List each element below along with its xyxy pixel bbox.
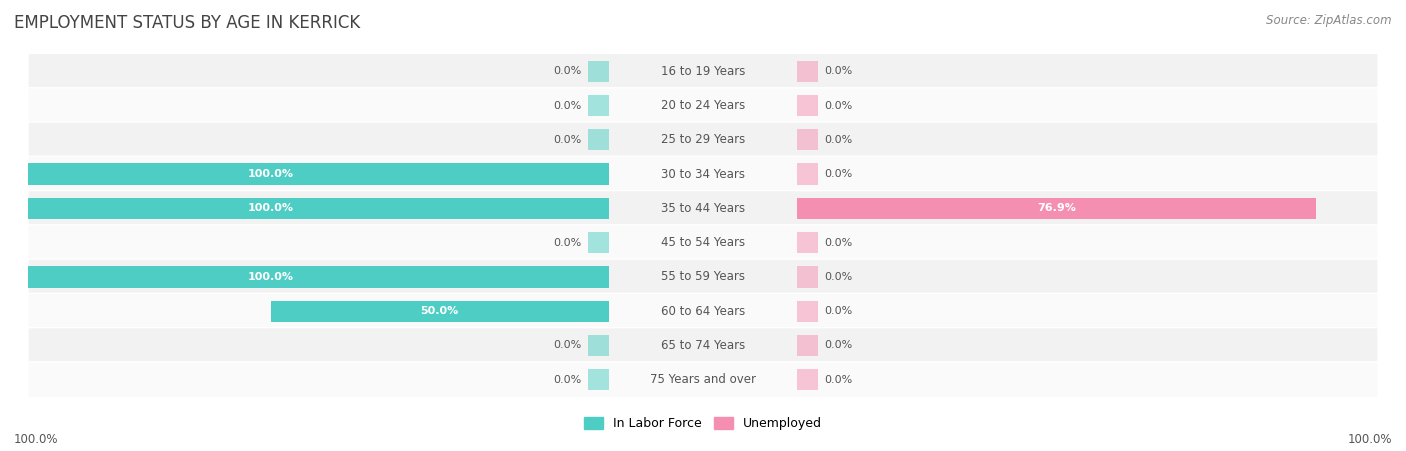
Text: 65 to 74 Years: 65 to 74 Years <box>661 339 745 352</box>
Text: 0.0%: 0.0% <box>824 272 852 282</box>
Bar <box>271 300 609 322</box>
Text: 55 to 59 Years: 55 to 59 Years <box>661 271 745 283</box>
Bar <box>797 335 818 356</box>
FancyBboxPatch shape <box>28 362 1378 398</box>
Text: 0.0%: 0.0% <box>554 66 582 76</box>
Text: 45 to 54 Years: 45 to 54 Years <box>661 236 745 249</box>
Text: 16 to 19 Years: 16 to 19 Years <box>661 65 745 78</box>
Bar <box>588 95 609 116</box>
FancyBboxPatch shape <box>28 259 1378 295</box>
Bar <box>797 232 818 253</box>
Bar <box>588 129 609 151</box>
Text: 75 Years and over: 75 Years and over <box>650 373 756 386</box>
Text: 0.0%: 0.0% <box>824 66 852 76</box>
Text: 0.0%: 0.0% <box>554 375 582 385</box>
Text: 0.0%: 0.0% <box>554 238 582 248</box>
Text: Source: ZipAtlas.com: Source: ZipAtlas.com <box>1267 14 1392 27</box>
Bar <box>0 163 609 185</box>
Bar <box>797 95 818 116</box>
Text: 35 to 44 Years: 35 to 44 Years <box>661 202 745 215</box>
Bar <box>588 335 609 356</box>
Text: 100.0%: 100.0% <box>247 272 294 282</box>
Text: 0.0%: 0.0% <box>824 169 852 179</box>
FancyBboxPatch shape <box>28 87 1378 124</box>
Bar <box>0 198 609 219</box>
Bar <box>588 60 609 82</box>
Text: 100.0%: 100.0% <box>247 169 294 179</box>
FancyBboxPatch shape <box>28 225 1378 261</box>
Text: 0.0%: 0.0% <box>824 101 852 110</box>
Text: 0.0%: 0.0% <box>824 341 852 350</box>
Bar <box>797 266 818 288</box>
FancyBboxPatch shape <box>28 156 1378 192</box>
Text: 76.9%: 76.9% <box>1038 203 1077 213</box>
Bar <box>797 300 818 322</box>
Text: 0.0%: 0.0% <box>824 135 852 145</box>
Text: 100.0%: 100.0% <box>247 203 294 213</box>
Bar <box>797 60 818 82</box>
Text: 0.0%: 0.0% <box>824 375 852 385</box>
FancyBboxPatch shape <box>28 190 1378 226</box>
Bar <box>0 266 609 288</box>
Bar <box>797 369 818 391</box>
Text: 20 to 24 Years: 20 to 24 Years <box>661 99 745 112</box>
Text: 0.0%: 0.0% <box>554 135 582 145</box>
FancyBboxPatch shape <box>28 293 1378 329</box>
Text: 100.0%: 100.0% <box>14 433 59 446</box>
Bar <box>797 129 818 151</box>
Text: 50.0%: 50.0% <box>420 306 458 316</box>
Text: 0.0%: 0.0% <box>554 341 582 350</box>
Text: 60 to 64 Years: 60 to 64 Years <box>661 305 745 318</box>
Text: 0.0%: 0.0% <box>824 238 852 248</box>
Legend: In Labor Force, Unemployed: In Labor Force, Unemployed <box>579 412 827 435</box>
Bar <box>797 163 818 185</box>
Bar <box>588 232 609 253</box>
FancyBboxPatch shape <box>28 53 1378 89</box>
Bar <box>797 198 1316 219</box>
Text: 30 to 34 Years: 30 to 34 Years <box>661 168 745 180</box>
Text: 100.0%: 100.0% <box>1347 433 1392 446</box>
Bar <box>588 369 609 391</box>
Text: EMPLOYMENT STATUS BY AGE IN KERRICK: EMPLOYMENT STATUS BY AGE IN KERRICK <box>14 14 360 32</box>
Text: 25 to 29 Years: 25 to 29 Years <box>661 133 745 146</box>
FancyBboxPatch shape <box>28 122 1378 158</box>
Text: 0.0%: 0.0% <box>554 101 582 110</box>
Text: 0.0%: 0.0% <box>824 306 852 316</box>
FancyBboxPatch shape <box>28 327 1378 364</box>
